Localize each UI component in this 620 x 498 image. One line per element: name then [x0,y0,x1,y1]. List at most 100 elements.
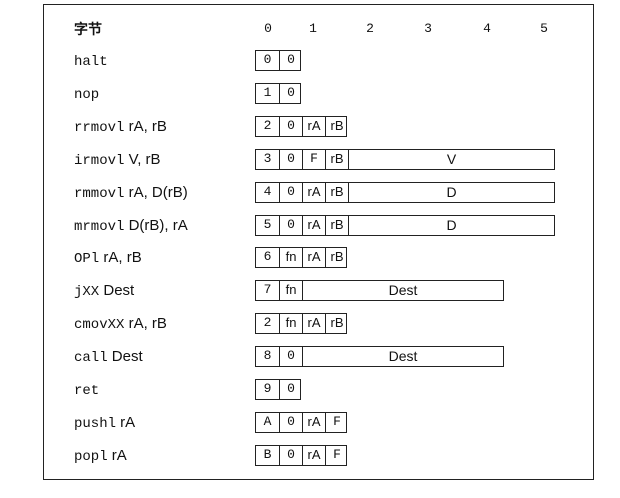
field-cell: 0 [279,116,302,137]
operands: V, rB [124,151,161,168]
field-cell: rB [325,313,348,334]
mnemonic: pushl [74,416,117,432]
operands: D(rB), rA [124,217,188,234]
mnemonic: rmmovl [74,186,125,202]
field-cell: fn [279,280,302,301]
instruction-label-ret: ret [74,380,99,400]
instruction-label-rrmovl: rrmovl rA, rB [74,117,167,137]
instruction-label-opl: OPl rA, rB [74,248,142,268]
extended-field-v: V [348,149,554,170]
operands: Dest [99,282,135,299]
extended-field-dest: Dest [302,346,503,367]
operands: rA, rB [99,249,142,266]
operands: Dest [107,348,143,365]
instruction-label-mrmovl: mrmovl D(rB), rA [74,216,188,236]
field-cell: 0 [279,149,302,170]
encoding-popl: B 0 rA F [255,445,347,466]
field-cell: rB [325,116,348,137]
byte-index-1: 1 [309,21,317,36]
field-cell: 0 [279,215,302,236]
field-cell: 0 [279,50,302,71]
field-cell: rA [302,313,325,334]
field-cell: rA [302,182,325,203]
field-cell: 6 [263,249,272,264]
field-cell: 0 [279,182,302,203]
mnemonic: popl [74,449,108,465]
encoding-rmmovl: 4 0 rA rB D [255,182,555,203]
field-cell: rA [302,445,325,466]
mnemonic: irmovl [74,153,125,169]
field-cell: 1 [263,85,272,100]
field-cell: 0 [279,379,302,400]
mnemonic: call [74,350,108,366]
encoding-cmovxx: 2 fn rA rB [255,313,347,334]
extended-field-d: D [348,182,554,203]
encoding-jxx: 7 fn Dest [255,280,504,301]
field-cell: 5 [263,217,272,232]
field-cell: 8 [263,348,272,363]
instruction-label-call: call Dest [74,347,143,367]
field-cell: 0 [279,445,302,466]
field-cell: 0 [279,346,302,367]
encoding-opl: 6 fn rA rB [255,247,347,268]
operands: rA [116,414,136,431]
field-cell: 0 [279,83,302,104]
instruction-label-rmmovl: rmmovl rA, D(rB) [74,183,188,203]
field-cell: 9 [263,381,272,396]
field-cell: rB [325,215,348,236]
mnemonic: mrmovl [74,219,125,235]
encoding-rrmovl: 2 0 rA rB [255,116,347,137]
field-cell: rA [302,116,325,137]
mnemonic: cmovXX [74,317,125,333]
field-cell: A [263,414,272,429]
encoding-call: 8 0 Dest [255,346,504,367]
field-cell: F [325,445,348,466]
instruction-label-jxx: jXX Dest [74,281,134,301]
bytes-header: 字节 [74,22,102,38]
field-cell: 7 [263,282,272,297]
field-cell: 0 [279,412,302,433]
encoding-pushl: A 0 rA F [255,412,347,433]
mnemonic: OPl [74,251,100,267]
byte-index-0: 0 [264,21,272,36]
extended-field-d: D [348,215,554,236]
field-cell: rB [325,182,348,203]
field-cell: fn [279,247,302,268]
operands: rA, rB [124,118,167,135]
field-cell: B [263,447,272,462]
field-cell: rA [302,215,325,236]
instruction-label-popl: popl rA [74,446,127,466]
field-cell: fn [279,313,302,334]
instruction-label-irmovl: irmovl V, rB [74,150,161,170]
field-cell: 2 [263,315,272,330]
field-cell: F [302,149,325,170]
byte-index-5: 5 [540,21,548,36]
instruction-label-cmovxx: cmovXX rA, rB [74,314,167,334]
field-cell: rB [325,247,348,268]
byte-index-2: 2 [366,21,374,36]
operands: rA, D(rB) [124,184,188,201]
instruction-label-halt: halt [74,51,108,71]
field-cell: rB [325,149,348,170]
mnemonic: rrmovl [74,120,125,136]
operands: rA [107,447,127,464]
mnemonic: halt [74,54,108,70]
instruction-label-pushl: pushl rA [74,413,135,433]
instruction-label-nop: nop [74,84,99,104]
field-cell: 3 [263,151,272,166]
field-cell: rA [302,412,325,433]
field-cell: rA [302,247,325,268]
mnemonic: nop [74,87,100,103]
byte-index-4: 4 [483,21,491,36]
mnemonic: jXX [74,284,100,300]
field-cell: 4 [263,184,272,199]
field-cell: F [325,412,348,433]
operands: rA, rB [124,315,167,332]
extended-field-dest: Dest [302,280,503,301]
field-cell: 0 [263,52,272,67]
instruction-encoding-table [43,4,594,480]
